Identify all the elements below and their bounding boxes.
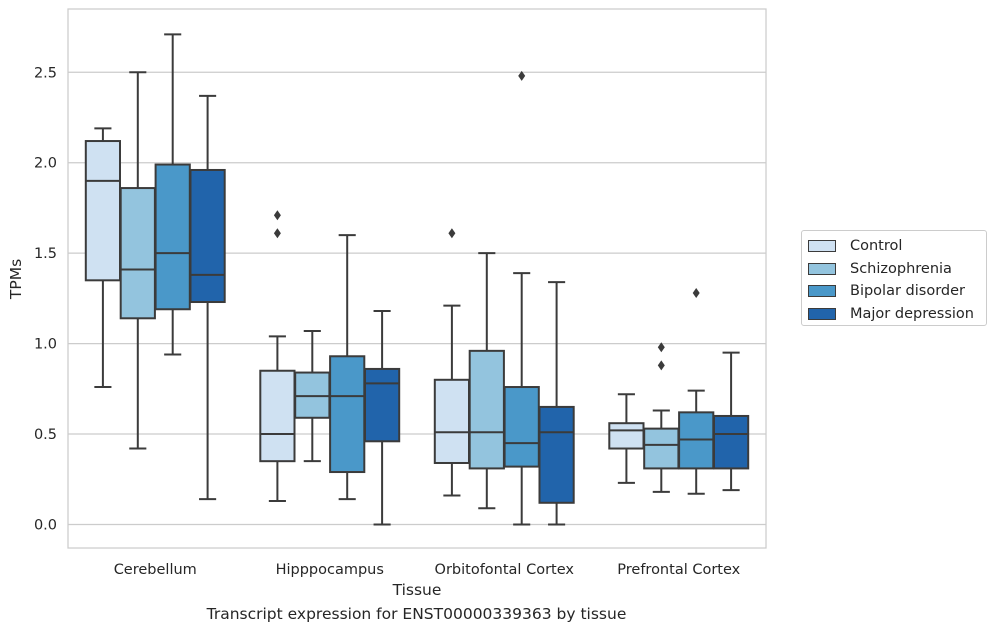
box-control [433,228,471,497]
outlier-point [657,342,665,353]
legend: Control Schizophrenia Bipolar disorder Majo… [801,230,987,326]
outlier-point [657,360,665,371]
box-schizophrenia [119,71,156,450]
legend-swatch [808,262,836,275]
box-bipolar-disorder [678,287,715,495]
box-iqr [608,422,645,450]
y-tick-label: 2.0 [34,156,57,172]
legend-label: Schizophrenia [850,260,952,277]
box-schizophrenia [294,329,331,463]
box-control [259,210,296,502]
box-iqr [712,414,750,470]
outlier-point [273,228,281,239]
outlier-point [448,228,456,239]
box-major-depression [538,281,575,526]
box-iqr [538,405,575,504]
y-tick-labels: 0.0 0.5 1.0 1.5 2.0 2.5 [34,65,57,533]
x-tick-label: Prefrontal Cortex [617,562,740,578]
box-iqr [154,163,191,311]
box-bipolar-disorder [154,33,191,356]
box-bipolar-disorder [329,234,366,501]
box-iqr [433,378,471,464]
box-iqr [329,355,366,474]
y-tick-label: 2.5 [34,65,57,81]
x-axis-label: Tissue [392,581,442,599]
x-tick-label: Cerebellum [114,562,197,578]
x-tick-label: Orbitofontal Cortex [435,562,575,578]
y-tick-label: 1.0 [34,337,57,353]
box-control [84,127,122,389]
box-major-depression [363,310,401,526]
legend-swatch [808,307,836,320]
outlier-point [273,210,281,221]
box-iqr [84,140,122,282]
x-tick-label: Hipppocampus [276,562,384,578]
box-iqr [503,386,540,468]
box-schizophrenia [643,342,680,493]
plot-frame [67,8,767,549]
legend-item: Bipolar disorder [808,280,986,303]
outlier-point [692,287,700,298]
legend-swatch [808,285,836,298]
box-schizophrenia [468,252,505,510]
box-iqr [363,367,401,443]
box-iqr [119,187,156,320]
outlier-point [518,70,526,81]
x-tick-labels: Cerebellum Hipppocampus Orbitofontal Corte… [114,562,741,578]
box-iqr [468,349,505,470]
legend-label: Bipolar disorder [850,283,965,300]
box-major-depression [712,351,750,492]
chart-caption: Transcript expression for ENST0000033936… [206,605,627,623]
y-tick-label: 0.5 [34,427,57,443]
box-series [84,33,750,526]
legend-label: Control [850,238,903,255]
box-bipolar-disorder [503,70,540,526]
box-iqr [643,427,680,470]
legend-item: Control [808,235,986,258]
box-iqr [189,168,226,304]
y-axis-label: TPMs [7,259,25,300]
box-iqr [259,369,296,463]
y-tick-label: 1.5 [34,246,57,262]
legend-item: Major depression [808,303,986,326]
box-major-depression [189,94,226,501]
legend-swatch [808,240,836,253]
legend-item: Schizophrenia [808,258,986,281]
box-control [608,393,645,484]
legend-label: Major depression [850,305,974,322]
y-tick-label: 0.0 [34,517,57,533]
